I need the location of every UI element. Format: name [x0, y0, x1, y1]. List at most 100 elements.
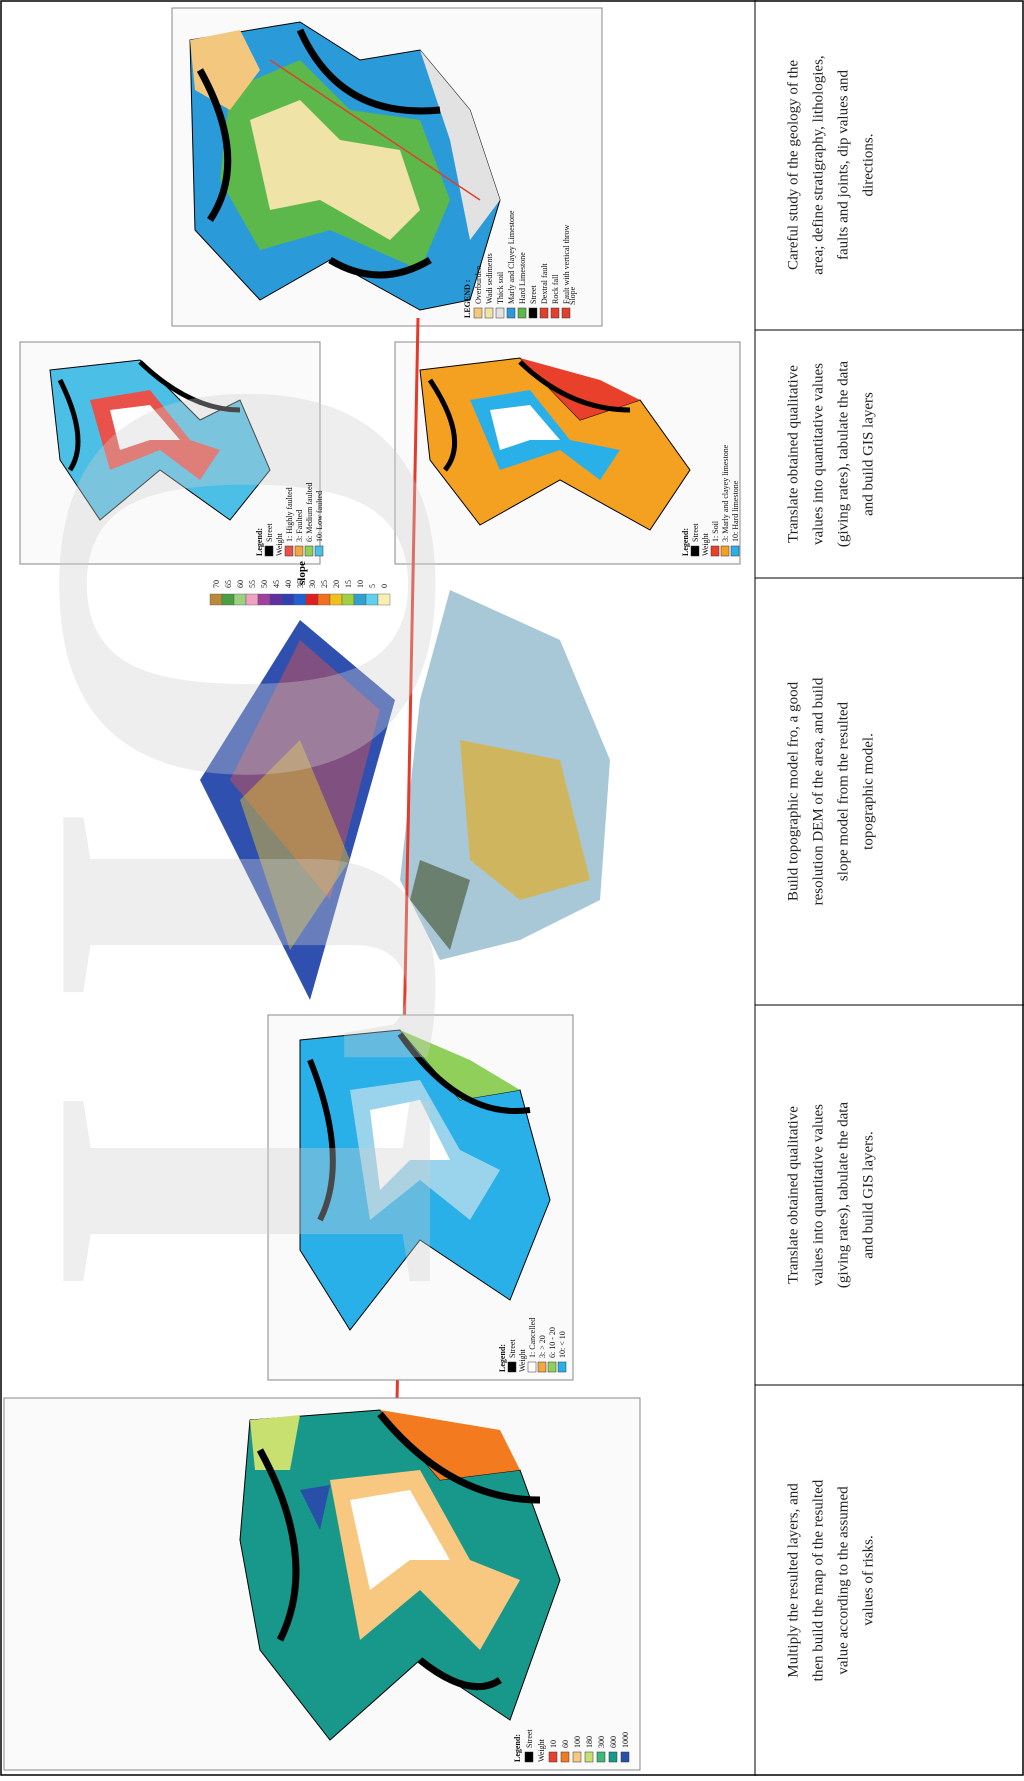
legend-label: Weight [701, 532, 710, 556]
rotated-group: slope [296, 561, 308, 585]
rotated-group: Translate obtained qualitative values int… [786, 361, 877, 548]
legend-label: Street [265, 523, 274, 542]
legend-swatch [528, 307, 538, 319]
rotated-group: 10 [356, 580, 365, 588]
colorbar-label: 30 [308, 580, 317, 588]
risk-map [3, 1397, 641, 1771]
legend-title: LEGEND : [463, 280, 472, 318]
street [57, 360, 241, 472]
cell-text: (giving rates), tabulate the data [836, 1102, 852, 1289]
rotated-group: 40 [284, 580, 293, 588]
cell-text: (giving rates), tabulate the data [836, 361, 852, 548]
area [490, 405, 560, 450]
colorbar-cell [329, 593, 343, 606]
colorbar-label: 20 [332, 580, 341, 588]
legend-label: Street [691, 523, 700, 542]
area [520, 358, 640, 420]
fault-map [19, 341, 321, 565]
colorbar-label: 70 [212, 580, 221, 588]
cell-text: resolution DEM of the area, and build [811, 677, 827, 905]
area [110, 405, 180, 450]
rotated-group: 0 [380, 584, 389, 588]
legend-label: Weight [537, 1738, 546, 1762]
colorbar-cell [317, 593, 331, 606]
rotated-group: Multiply the resulted layers, and then bu… [786, 1479, 877, 1681]
legend-swatch [572, 1751, 582, 1763]
legend-swatch [596, 1751, 606, 1763]
rotated-group: 50 [260, 580, 269, 588]
legend-label: Weight [275, 532, 284, 556]
rotated-group: Translate obtained qualitative values int… [786, 1102, 877, 1289]
legend-label: 1: Cancelled [528, 1318, 537, 1358]
fault [269, 59, 481, 201]
colorbar-cell [341, 593, 355, 606]
legend-label: 6: Medium faulted [305, 482, 314, 542]
street [307, 1032, 531, 1222]
rotated-group: IJO [0, 366, 552, 1300]
rotated-group: 35 [296, 580, 305, 588]
legend-swatch [524, 1751, 534, 1763]
legend-swatch [539, 307, 549, 319]
legend-swatch [608, 1751, 618, 1763]
colorbar-title: slope [296, 561, 308, 585]
rotated-group: Slope [568, 286, 577, 305]
colorbar-label: 25 [320, 580, 329, 588]
legend-label: Fault with vertical throw [562, 224, 571, 304]
legend-swatch [620, 1751, 630, 1763]
legend-label: 3: Faulted [295, 510, 304, 542]
colorbar-label: 40 [284, 580, 293, 588]
legend-swatch [473, 307, 483, 319]
colorbar-label: 50 [260, 580, 269, 588]
colorbar-cell [377, 593, 391, 606]
legend-title: Legend: [681, 528, 690, 556]
rotated-group: 15 [344, 580, 353, 588]
area [370, 1100, 450, 1190]
cell-text: and build GIS layers [861, 392, 877, 516]
legend-label: 10: Low faulted [315, 491, 324, 542]
legend-label: 10: < 10 [558, 1331, 567, 1358]
cell-text: Careful study of the geology of the [786, 60, 802, 270]
colorbar-label: 10 [356, 580, 365, 588]
legend-swatch [547, 1361, 557, 1373]
cell-text: value according to the assumed [836, 1486, 852, 1675]
legend-label: 600 [609, 1736, 618, 1748]
colorbar-label: 60 [236, 580, 245, 588]
legend-label: Wadi sediments [485, 253, 494, 304]
area [400, 1030, 520, 1100]
lithology-map [394, 341, 741, 565]
colorbar-label: 5 [368, 584, 377, 588]
legend-swatch [264, 545, 274, 557]
legend-label: 10 [549, 1740, 558, 1748]
legend-label: Overburden [474, 266, 483, 304]
legend-swatch [506, 307, 516, 319]
colorbar-cell [245, 593, 259, 606]
colorbar-cell [281, 593, 295, 606]
colorbar-label: 65 [224, 580, 233, 588]
colorbar-label: 45 [272, 580, 281, 588]
legend-title: Legend: [498, 1344, 507, 1372]
cell-text: faults and joints, dip values and [836, 70, 852, 260]
legend-swatch [584, 1751, 594, 1763]
cell-text: Build topographic model fro, a good [786, 681, 802, 901]
legend-swatch [304, 545, 314, 557]
colorbar-cell [233, 593, 247, 606]
legend-label: 100 [573, 1736, 582, 1748]
colorbar-cell [353, 593, 367, 606]
legend-label: Street [529, 285, 538, 304]
rotated-group: 25 [320, 580, 329, 588]
cell-text: values into quantitative values [811, 1104, 827, 1286]
legend-swatch [284, 545, 294, 557]
dynamic-layer: IJO LEGEND : Overburden Wadi sediments Thick… [0, 55, 1024, 1763]
legend-swatch [484, 307, 494, 319]
legend-label: 3: > 20 [538, 1335, 547, 1358]
legend-label: 60 [561, 1740, 570, 1748]
colorbar-label: 55 [248, 580, 257, 588]
colorbar-label: 0 [380, 584, 389, 588]
slope-map [267, 1014, 574, 1381]
colorbar-cell [293, 593, 307, 606]
rotated-group: 60 [236, 580, 245, 588]
